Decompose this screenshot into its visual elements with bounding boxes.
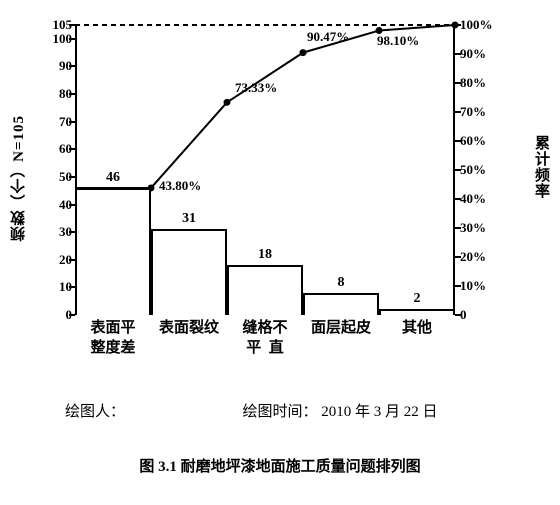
bar xyxy=(227,265,303,315)
bar-value-label: 2 xyxy=(414,291,421,307)
bar xyxy=(75,188,151,315)
bar-value-label: 8 xyxy=(338,275,345,291)
y-right-tick: 70% xyxy=(460,104,505,120)
bar xyxy=(151,229,227,315)
bar-value-label: 18 xyxy=(258,247,272,263)
time-value: 2010 年 3 月 22 日 xyxy=(321,404,437,420)
y-right-tick: 90% xyxy=(460,46,505,62)
category-label: 表面裂纹 xyxy=(151,318,227,338)
y-right-tick: 80% xyxy=(460,75,505,91)
footer-row: 绘图人： 绘图时间： 2010 年 3 月 22 日 xyxy=(65,400,438,421)
y-right-tick: 0 xyxy=(460,307,505,323)
y-right-tick: 100% xyxy=(460,17,505,33)
bar-value-label: 46 xyxy=(106,170,120,186)
y-right-axis-label: 累计频率 xyxy=(531,135,552,199)
category-label: 面层起皮 xyxy=(303,318,379,338)
y-right-tick: 60% xyxy=(460,133,505,149)
category-label: 表面平 整度差 xyxy=(75,318,151,359)
cum-pct-label: 98.10% xyxy=(377,33,419,49)
bar xyxy=(379,309,455,315)
y-right-tick: 40% xyxy=(460,191,505,207)
y-right-tick: 10% xyxy=(460,278,505,294)
cum-pct-label: 90.47% xyxy=(307,29,349,45)
cum-pct-label: 43.80% xyxy=(159,178,201,194)
chart-area: 46 31 18 8 2 43.80% 73.33% 90.47% 98.10% xyxy=(75,25,455,315)
figure-caption: 图 3.1 耐磨地坪漆地面施工质量问题排列图 xyxy=(0,455,560,476)
bar xyxy=(303,293,379,315)
category-label: 缝格不 平 直 xyxy=(227,318,303,359)
y-right-tick: 30% xyxy=(460,220,505,236)
y-right-tick: 50% xyxy=(460,162,505,178)
bar-value-label: 31 xyxy=(182,211,196,227)
cum-pct-label: 73.33% xyxy=(235,80,277,96)
y-left-axis-label: 频数（个）N=105 xyxy=(8,115,29,242)
y-right-tick: 20% xyxy=(460,249,505,265)
drawer-label: 绘图人： xyxy=(65,404,125,420)
time-label: 绘图时间： xyxy=(243,404,318,420)
category-label: 其他 xyxy=(379,318,455,338)
